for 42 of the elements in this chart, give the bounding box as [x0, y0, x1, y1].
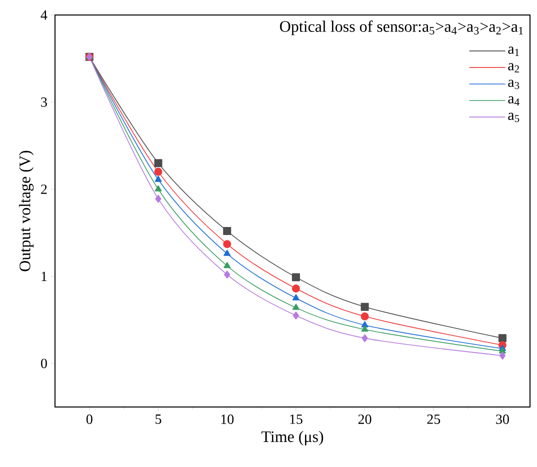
text: Optical loss of sensor:a$_{5}$>a$_{4}$>a$_{3}$>a$_{2}$>a$_{1}$: [280, 20, 523, 36]
point: [361, 321, 368, 328]
point: [224, 250, 231, 256]
y-tick-label: 2: [41, 184, 47, 194]
point: [154, 176, 162, 182]
x-tick-label: 15: [290, 414, 302, 424]
x-tick-label: 30: [496, 414, 509, 424]
point: [223, 227, 232, 236]
y-tick-label: 0: [41, 358, 47, 368]
point: [154, 159, 162, 168]
point: [292, 304, 300, 310]
y-axis-title: Output voltage (V): [19, 150, 34, 272]
legend-label: a$_{4}$: [508, 96, 520, 106]
point: [154, 185, 162, 192]
point: [292, 312, 300, 320]
point: [292, 273, 300, 282]
legend-label: a$_{5}$: [508, 112, 520, 122]
point: [292, 294, 300, 300]
legend-label: a$_{3}$: [508, 80, 520, 90]
point: [360, 312, 369, 320]
x-axis-title: Time (μs): [261, 430, 324, 446]
point: [154, 168, 162, 176]
y-tick-label: 1: [42, 272, 47, 281]
point: [361, 325, 368, 332]
legend-label: a$_{1}$: [508, 46, 519, 56]
point: [360, 302, 369, 311]
point: [362, 334, 368, 342]
legend-label: a$_{2}$: [508, 63, 519, 72]
x-tick-label: 5: [156, 414, 162, 424]
x-tick-label: 10: [221, 414, 234, 424]
x-tick-label: 25: [427, 414, 440, 424]
y-tick-label: 3: [41, 97, 47, 107]
point: [499, 352, 506, 360]
x-tick-label: 0: [86, 414, 92, 424]
point: [498, 334, 506, 342]
x-tick-label: 20: [358, 414, 372, 424]
y-tick-label: 4: [40, 10, 48, 20]
point: [292, 284, 300, 293]
point: [223, 240, 232, 248]
point: [224, 262, 231, 268]
point: [155, 194, 162, 203]
point: [224, 270, 230, 279]
